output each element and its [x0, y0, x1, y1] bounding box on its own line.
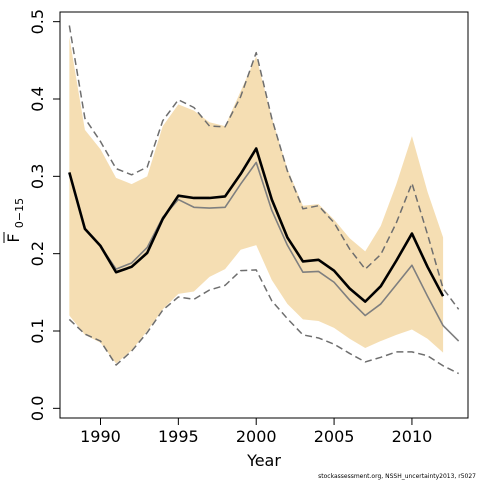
y-tick-label: 0.3	[28, 164, 47, 189]
confidence-band	[69, 37, 444, 364]
x-axis: 1990 1995 2000 2005 2010	[80, 418, 432, 446]
gray-estimate-line	[68, 161, 460, 342]
y-axis-title-main: F	[4, 233, 23, 242]
y-tick-label: 0.0	[28, 396, 47, 421]
x-tick-label: 1990	[80, 427, 121, 446]
y-tick-label: 0.5	[28, 9, 47, 34]
upper-dashed-line	[68, 25, 460, 310]
plot-area	[68, 25, 460, 375]
x-tick-label: 2010	[392, 427, 433, 446]
credit-text: stockassessment.org, NSSH_uncertainty201…	[318, 473, 476, 480]
y-axis-title-subscript: 0−15	[13, 198, 26, 228]
plot-frame	[59, 11, 469, 419]
y-tick-label: 0.4	[28, 86, 47, 111]
y-tick-label: 0.1	[28, 318, 47, 343]
y-tick-label: 0.2	[28, 241, 47, 266]
x-tick-label: 2005	[314, 427, 355, 446]
x-tick-label: 1995	[158, 427, 199, 446]
y-axis: 0.0 0.1 0.2 0.3 0.4 0.5	[28, 9, 60, 421]
lower-dashed-line	[68, 269, 459, 375]
x-axis-title: Year	[246, 451, 281, 470]
black-estimate-line	[68, 147, 445, 303]
y-axis-title: F 0−15	[3, 198, 26, 243]
x-tick-label: 2000	[236, 427, 277, 446]
